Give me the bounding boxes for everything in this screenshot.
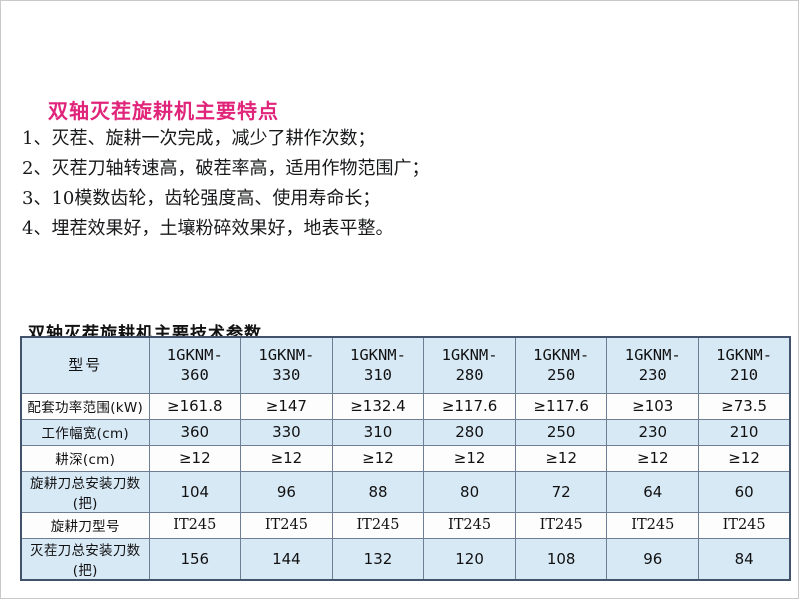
row-label-stubble-blade-count: 灭茬刀总安装刀数(把)	[20, 537, 150, 580]
table-row: 灭茬刀总安装刀数(把) 156 144 132 120 108 96 84	[20, 537, 791, 580]
cell-stubble-count-310: 132	[331, 537, 425, 580]
cell-stubble-count-280: 120	[423, 537, 516, 580]
model-prefix-3: 1GKNM-	[349, 346, 406, 365]
header-model-7: 1GKNM- 210	[698, 336, 791, 394]
cell-depth-330: ≥12	[240, 444, 333, 472]
model-prefix-7: 1GKNM-	[716, 346, 773, 365]
feature-item-2: 2、灭茬刀轴转速高，破茬率高，适用作物范围广；	[22, 158, 430, 179]
cell-width-230: 230	[606, 418, 700, 446]
model-number-2: 330	[272, 366, 301, 385]
cell-rotary-count-360: 104	[148, 470, 242, 513]
model-number-3: 310	[363, 366, 392, 385]
cell-depth-310: ≥12	[331, 444, 425, 472]
cell-width-330: 330	[240, 418, 333, 446]
cell-blade-model-360: IT245	[148, 511, 242, 539]
cell-width-310: 310	[331, 418, 425, 446]
model-prefix-4: 1GKNM-	[441, 346, 498, 365]
model-number-4: 280	[455, 366, 484, 385]
cell-power-210: ≥73.5	[698, 392, 791, 420]
header-model-5: 1GKNM- 250	[514, 336, 608, 394]
cell-stubble-count-210: 84	[698, 537, 791, 580]
cell-stubble-count-250: 108	[514, 537, 608, 580]
model-prefix-5: 1GKNM-	[533, 346, 590, 365]
table-row: 旋耕刀型号 IT245 IT245 IT245 IT245 IT245 IT24…	[20, 511, 791, 539]
cell-stubble-count-330: 144	[240, 537, 333, 580]
model-prefix-1: 1GKNM-	[166, 346, 223, 365]
cell-rotary-count-250: 72	[514, 470, 608, 513]
table-row: 工作幅宽(cm) 360 330 310 280 250 230 210	[20, 418, 791, 446]
row-label-depth: 耕深(cm)	[20, 444, 150, 472]
row-label-width: 工作幅宽(cm)	[20, 418, 150, 446]
cell-depth-280: ≥12	[423, 444, 516, 472]
feature-item-1: 1、灭茬、旋耕一次完成，减少了耕作次数；	[22, 128, 376, 149]
model-number-1: 360	[180, 366, 209, 385]
cell-power-360: ≥161.8	[148, 392, 242, 420]
header-label-cell: 型号	[20, 336, 150, 394]
cell-depth-360: ≥12	[148, 444, 242, 472]
cell-blade-model-330: IT245	[240, 511, 333, 539]
row-label-rotary-blade-model: 旋耕刀型号	[20, 511, 150, 539]
header-model-1: 1GKNM- 360	[148, 336, 242, 394]
cell-rotary-count-310: 88	[331, 470, 425, 513]
cell-depth-250: ≥12	[514, 444, 608, 472]
spec-table-container: 型号 1GKNM- 360 1GKNM- 330 1GKNM- 310 1GK	[20, 336, 792, 581]
row-label-power: 配套功率范围(kW)	[20, 392, 150, 420]
cell-power-330: ≥147	[240, 392, 333, 420]
cell-width-210: 210	[698, 418, 791, 446]
cell-power-230: ≥103	[606, 392, 700, 420]
row-label-rotary-blade-count: 旋耕刀总安装刀数(把)	[20, 470, 150, 513]
table-row: 旋耕刀总安装刀数(把) 104 96 88 80 72 64 60	[20, 470, 791, 513]
spec-table: 型号 1GKNM- 360 1GKNM- 330 1GKNM- 310 1GK	[20, 336, 792, 581]
features-title: 双轴灭茬旋耕机主要特点	[48, 99, 279, 124]
cell-rotary-count-230: 64	[606, 470, 700, 513]
cell-width-280: 280	[423, 418, 516, 446]
model-prefix-2: 1GKNM-	[258, 346, 315, 365]
cell-stubble-count-360: 156	[148, 537, 242, 580]
cell-blade-model-210: IT245	[698, 511, 791, 539]
header-model-2: 1GKNM- 330	[240, 336, 333, 394]
cell-stubble-count-230: 96	[606, 537, 700, 580]
model-number-6: 230	[638, 366, 667, 385]
cell-blade-model-310: IT245	[331, 511, 425, 539]
cell-blade-model-250: IT245	[514, 511, 608, 539]
cell-depth-230: ≥12	[606, 444, 700, 472]
model-number-5: 250	[547, 366, 576, 385]
header-model-3: 1GKNM- 310	[331, 336, 425, 394]
cell-width-360: 360	[148, 418, 242, 446]
table-header-row: 型号 1GKNM- 360 1GKNM- 330 1GKNM- 310 1GK	[20, 336, 791, 394]
cell-rotary-count-210: 60	[698, 470, 791, 513]
model-prefix-6: 1GKNM-	[624, 346, 681, 365]
cell-blade-model-280: IT245	[423, 511, 516, 539]
cell-power-250: ≥117.6	[514, 392, 608, 420]
cell-width-250: 250	[514, 418, 608, 446]
cell-rotary-count-280: 80	[423, 470, 516, 513]
cell-rotary-count-330: 96	[240, 470, 333, 513]
cell-blade-model-230: IT245	[606, 511, 700, 539]
model-number-7: 210	[730, 366, 759, 385]
cell-power-310: ≥132.4	[331, 392, 425, 420]
table-row: 耕深(cm) ≥12 ≥12 ≥12 ≥12 ≥12 ≥12 ≥12	[20, 444, 791, 472]
cell-depth-210: ≥12	[698, 444, 791, 472]
cell-power-280: ≥117.6	[423, 392, 516, 420]
header-model-6: 1GKNM- 230	[606, 336, 700, 394]
feature-item-4: 4、埋茬效果好，土壤粉碎效果好，地表平整。	[22, 218, 394, 239]
header-model-4: 1GKNM- 280	[423, 336, 516, 394]
feature-item-3: 3、10模数齿轮，齿轮强度高、使用寿命长；	[22, 188, 381, 209]
features-list: 1、灭茬、旋耕一次完成，减少了耕作次数； 2、灭茬刀轴转速高，破茬率高，适用作物…	[22, 124, 429, 244]
table-row: 配套功率范围(kW) ≥161.8 ≥147 ≥132.4 ≥117.6 ≥11…	[20, 392, 791, 420]
